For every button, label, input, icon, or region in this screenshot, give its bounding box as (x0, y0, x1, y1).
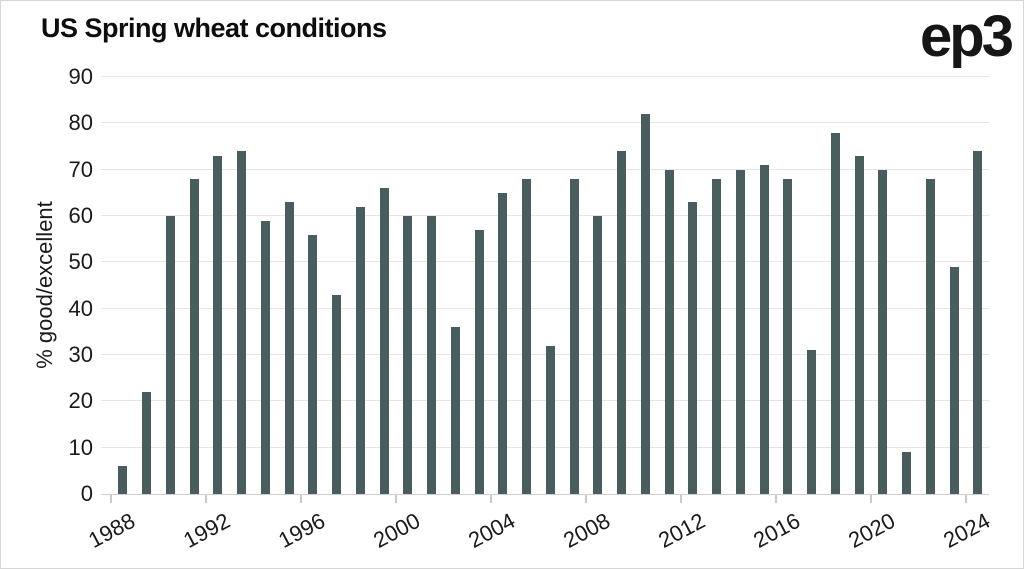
x-tick-label-1988: 1988 (84, 507, 140, 553)
bar-2002 (450, 327, 460, 494)
x-tick-mark (585, 495, 587, 503)
bar-2014 (735, 169, 745, 494)
bar-1996 (308, 234, 318, 494)
y-tick-label: 40 (68, 295, 93, 321)
y-tick-label: 60 (68, 203, 93, 228)
bar-1993 (237, 151, 247, 494)
x-tick-mark (300, 495, 302, 503)
bar-1997 (332, 294, 342, 494)
bar-2004 (498, 192, 508, 494)
bar-2020 (878, 169, 888, 494)
bar-2006 (545, 345, 555, 494)
bar-1998 (355, 206, 365, 494)
x-tick-mark (490, 495, 492, 503)
bar-2021 (902, 452, 912, 494)
y-tick-label: 20 (68, 388, 93, 414)
ep3-logo: ep3 (920, 4, 1014, 69)
y-tick-label: 30 (68, 342, 93, 367)
bar-1990 (165, 216, 175, 494)
x-tick-mark (395, 495, 397, 503)
gridline-20 (101, 400, 989, 402)
bar-2011 (664, 169, 674, 494)
chart-title: US Spring wheat conditions (41, 13, 387, 43)
y-tick-label: 0 (80, 481, 93, 506)
gridline-90 (101, 76, 989, 77)
bar-2008 (593, 216, 603, 494)
x-tick-mark (205, 495, 207, 503)
x-tick-label-1996: 1996 (274, 507, 330, 553)
bar-2012 (688, 202, 698, 494)
x-tick-label-2004: 2004 (464, 507, 520, 553)
bar-1995 (284, 202, 294, 494)
bar-2017 (807, 350, 817, 494)
y-tick-label: 80 (68, 110, 93, 136)
x-tick-label-2008: 2008 (559, 507, 615, 553)
bar-1989 (142, 392, 152, 494)
bar-2019 (854, 155, 864, 494)
y-tick-label: 10 (68, 434, 93, 460)
bar-2013 (712, 178, 722, 494)
y-tick-label: 90 (68, 64, 93, 89)
bar-2024 (973, 151, 983, 494)
bar-2009 (617, 151, 627, 494)
gridline-60 (101, 215, 989, 216)
x-tick-mark (775, 495, 777, 503)
bar-2023 (949, 266, 959, 494)
bar-1991 (189, 178, 199, 494)
x-tick-label-2024: 2024 (939, 507, 995, 553)
gridline-80 (101, 122, 989, 124)
bar-2018 (830, 132, 840, 494)
bar-2015 (759, 165, 769, 494)
gridline-40 (101, 307, 989, 309)
x-tick-label-2020: 2020 (844, 507, 900, 553)
gridline-30 (101, 354, 989, 355)
bar-2007 (569, 178, 579, 494)
x-tick-label-2000: 2000 (369, 507, 425, 553)
bar-2010 (640, 114, 650, 494)
bar-1988 (118, 466, 128, 494)
bar-1999 (379, 188, 389, 494)
gridline-10 (101, 446, 989, 448)
x-tick-mark (110, 495, 112, 503)
x-tick-label-1992: 1992 (179, 507, 235, 553)
y-tick-label: 50 (68, 249, 93, 275)
x-tick-label-2016: 2016 (749, 507, 805, 553)
bar-2003 (474, 229, 484, 494)
bar-1994 (260, 220, 270, 494)
plot-area (101, 76, 989, 494)
bar-2000 (403, 216, 413, 494)
x-tick-mark (870, 495, 872, 503)
x-tick-label-2012: 2012 (654, 507, 710, 553)
y-tick-label: 70 (68, 156, 93, 182)
x-axis-line (101, 494, 989, 495)
bar-2001 (427, 216, 437, 494)
bar-2022 (925, 178, 935, 494)
bar-2005 (522, 178, 532, 494)
gridline-50 (101, 261, 989, 263)
gridline-70 (101, 168, 989, 170)
bar-2016 (783, 178, 793, 494)
x-tick-mark (680, 495, 682, 503)
x-tick-mark (965, 495, 967, 503)
bar-1992 (213, 155, 223, 494)
